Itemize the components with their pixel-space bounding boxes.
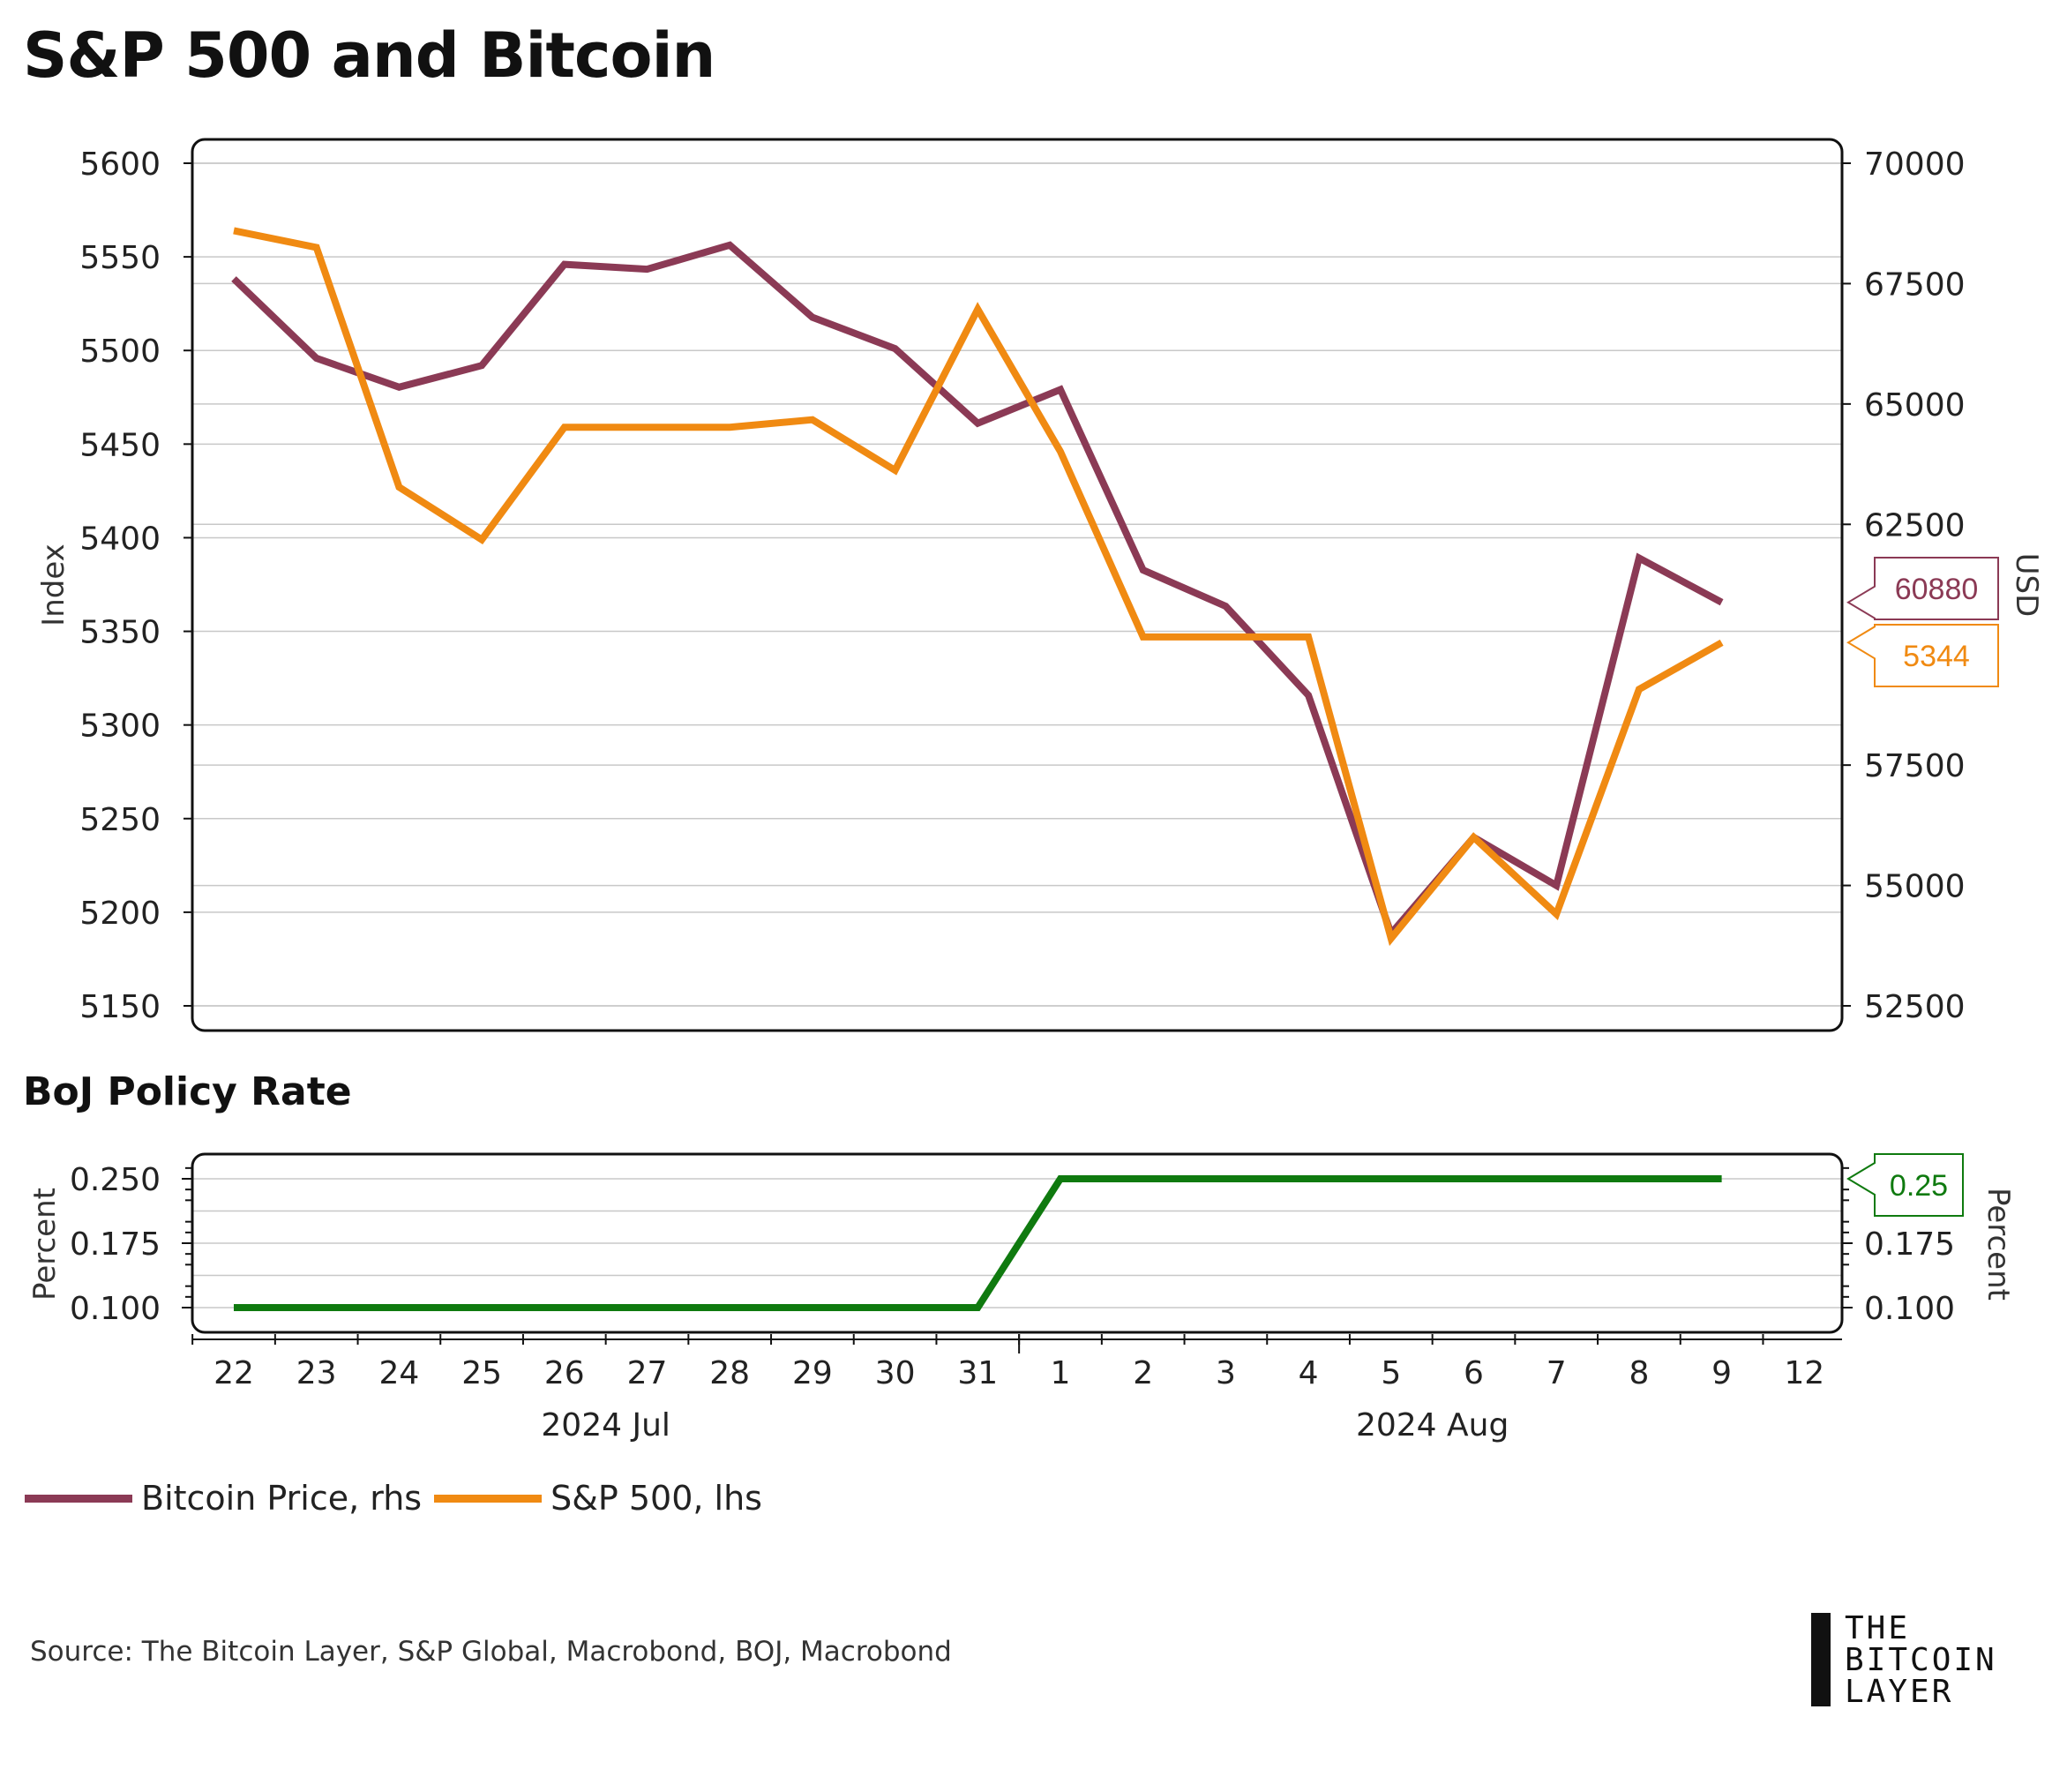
x-tick-label: 1 (1051, 1355, 1071, 1391)
x-tick-label: 8 (1629, 1355, 1649, 1391)
y-axis-title-policy-right: Percent (1981, 1188, 2016, 1301)
x-tick-label: 27 (627, 1355, 668, 1391)
y-tick-label-right: 55000 (1864, 869, 1966, 905)
boj-last-flag (1846, 1153, 1964, 1217)
legend-swatch-bitcoin (25, 1494, 132, 1503)
series-line-boj-policy-rate (234, 1175, 1722, 1311)
sp500-last-flag (1846, 624, 1999, 687)
y-tick-label-left: 5550 (79, 240, 161, 276)
y-tick-label-left: 5300 (79, 709, 161, 745)
y-tick-label-left: 5150 (79, 989, 161, 1025)
y-tick-label-left: 5500 (79, 334, 161, 370)
x-month-label-jul: 2024 Jul (541, 1407, 670, 1443)
y-tick-label-right: 67500 (1864, 266, 1966, 303)
logo-line-3: LAYER (1845, 1674, 1954, 1710)
legend-swatch-sp500 (434, 1494, 543, 1503)
y-axis-title-right: USD (2009, 553, 2044, 618)
x-tick-label: 5 (1381, 1355, 1401, 1391)
y-tick-label-right: 70000 (1864, 146, 1966, 183)
y-axis-title-left: Index (36, 544, 71, 626)
x-month-label-aug: 2024 Aug (1356, 1407, 1509, 1443)
legend-item-bitcoin: Bitcoin Price, rhs (25, 1479, 422, 1518)
y-tick-label-left: 5600 (79, 146, 161, 183)
x-tick-label: 28 (709, 1355, 750, 1391)
y-tick-label-right: 65000 (1864, 387, 1966, 424)
series-line-bitcoin (231, 241, 1724, 941)
logo-line-2: BITCOIN (1845, 1642, 1997, 1678)
y-tick-label-policy-left: 0.175 (70, 1226, 161, 1263)
y-tick-label-right: 57500 (1864, 748, 1966, 784)
y-tick-label-left: 5350 (79, 615, 161, 651)
x-tick-label: 26 (544, 1355, 585, 1391)
x-tick-label: 30 (875, 1355, 916, 1391)
x-tick-label: 3 (1216, 1355, 1236, 1391)
legend-label-sp500: S&P 500, lhs (550, 1479, 762, 1518)
bitcoin-last-value-label: 60880 (1895, 573, 1979, 606)
x-tick-label: 7 (1547, 1355, 1567, 1391)
y-tick-label-policy-left: 0.100 (70, 1291, 161, 1327)
y-tick-label-left: 5400 (79, 521, 161, 557)
y-tick-label-right: 52500 (1864, 989, 1966, 1025)
boj-last-value-label: 0.25 (1890, 1169, 1948, 1203)
x-tick-label: 23 (296, 1355, 337, 1391)
sp500-last-value-label: 5344 (1903, 640, 1970, 673)
legend-label-bitcoin: Bitcoin Price, rhs (141, 1479, 423, 1518)
legend: Bitcoin Price, rhs S&P 500, lhs (25, 1479, 775, 1518)
y-tick-label-policy-left: 0.250 (70, 1162, 161, 1198)
x-tick-label: 12 (1784, 1355, 1824, 1391)
y-axis-title-policy-left: Percent (27, 1188, 63, 1301)
x-tick-label: 2 (1133, 1355, 1153, 1391)
y-tick-label-policy-right: 0.100 (1864, 1291, 1955, 1327)
plot-frame-main (191, 138, 1844, 1032)
y-tick-label-left: 5250 (79, 802, 161, 838)
series-line-sp500 (233, 227, 1724, 947)
subchart-title: BoJ Policy Rate (23, 1069, 352, 1114)
logo-bar (1811, 1613, 1831, 1706)
x-tick-label: 29 (792, 1355, 833, 1391)
plot-frame-policy (191, 1152, 1844, 1334)
bitcoin-last-flag (1846, 557, 1999, 620)
y-tick-label-left: 5200 (79, 896, 161, 932)
x-tick-label: 24 (378, 1355, 419, 1391)
x-tick-label: 31 (957, 1355, 998, 1391)
x-tick-label: 4 (1299, 1355, 1319, 1391)
x-tick-label: 9 (1711, 1355, 1732, 1391)
source-note: Source: The Bitcoin Layer, S&P Global, M… (30, 1636, 952, 1668)
chart-title: S&P 500 and Bitcoin (23, 19, 715, 92)
logo-line-1: THE (1845, 1610, 1911, 1646)
y-tick-label-left: 5450 (79, 427, 161, 463)
x-tick-label: 6 (1464, 1355, 1484, 1391)
x-tick-label: 25 (461, 1355, 502, 1391)
x-tick-label: 22 (213, 1355, 254, 1391)
legend-item-sp500: S&P 500, lhs (434, 1479, 762, 1518)
y-tick-label-right: 62500 (1864, 507, 1966, 544)
y-tick-label-policy-right: 0.175 (1864, 1226, 1955, 1263)
bitcoin-layer-logo: THE BITCOIN LAYER (1811, 1613, 2058, 1710)
